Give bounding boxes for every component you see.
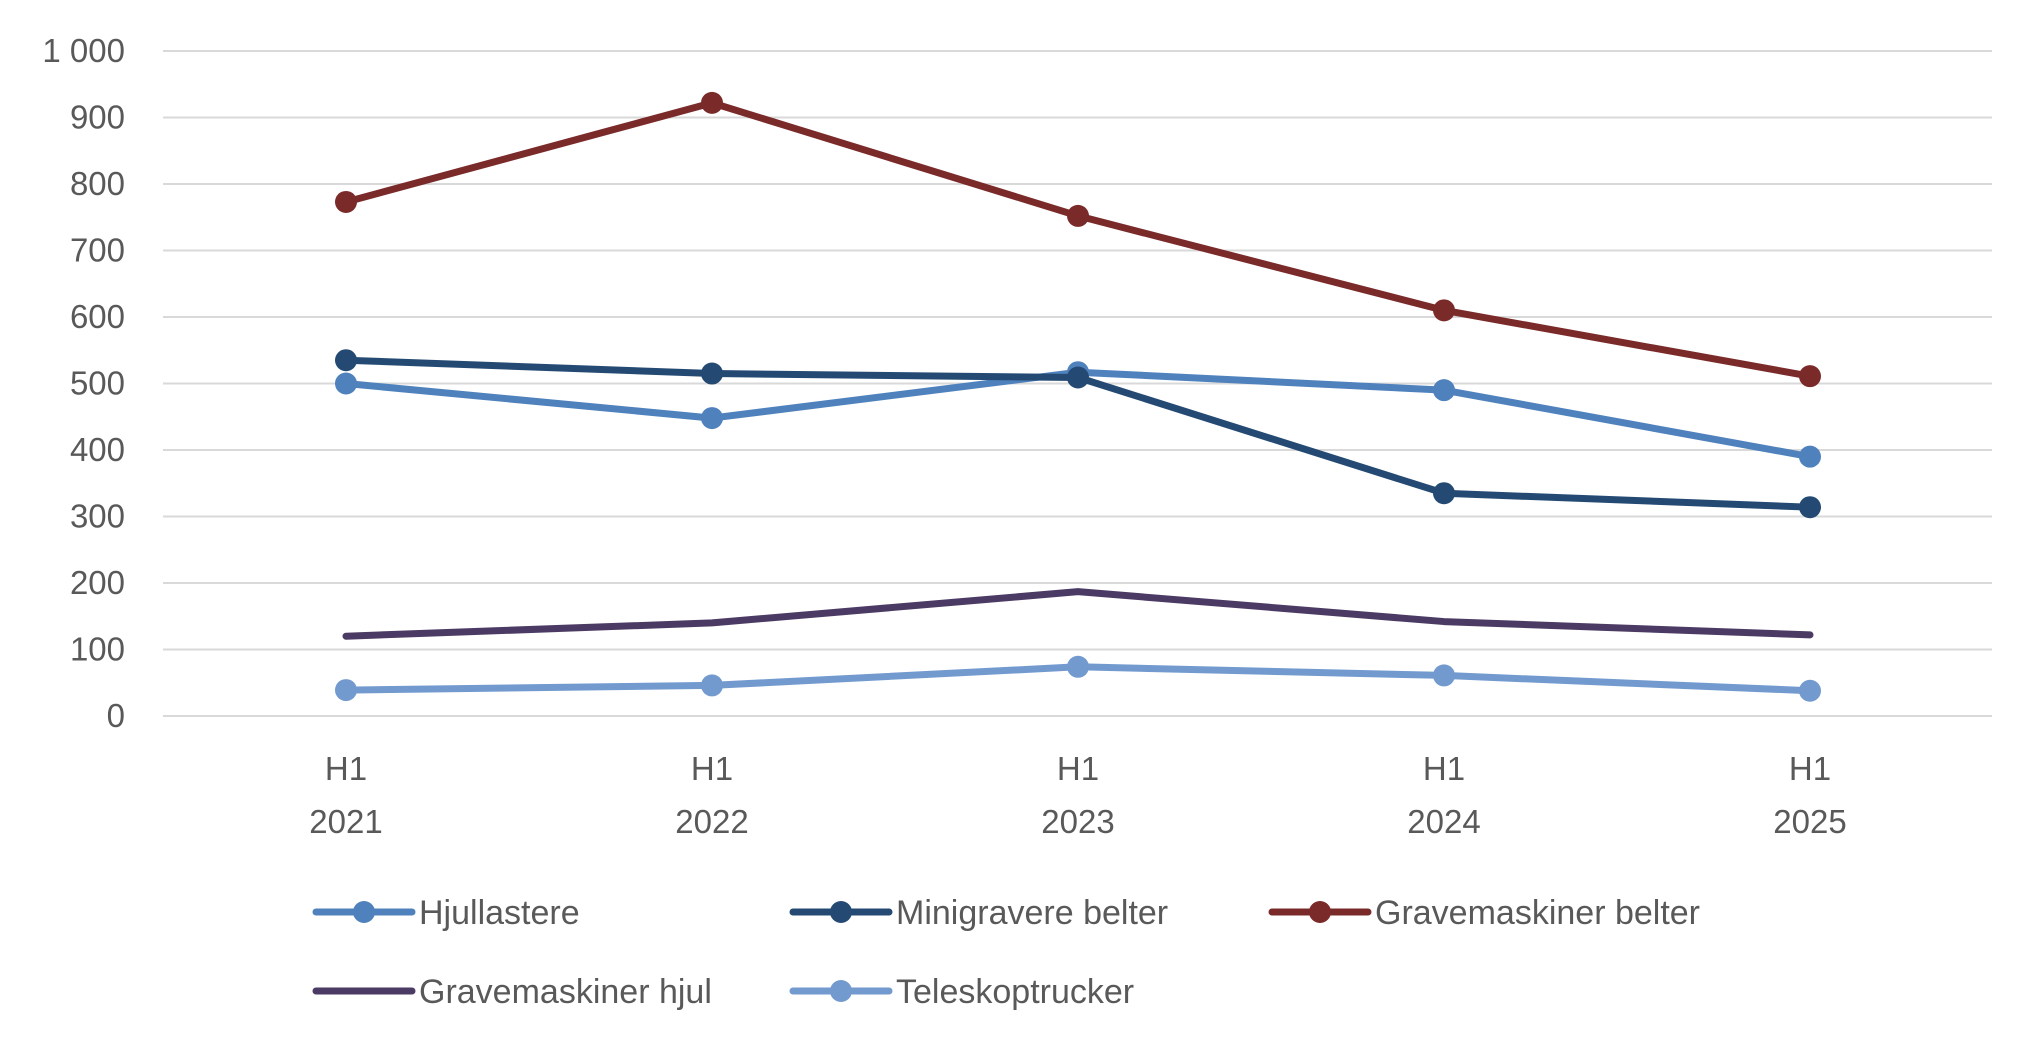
y-axis-tick-labels: 0 100 200 300 400 500 600 700 800 900 1 000 bbox=[42, 32, 125, 734]
data-point bbox=[1067, 204, 1089, 227]
x-tick-label-line1: H1 bbox=[1057, 750, 1099, 787]
data-point bbox=[1799, 365, 1821, 388]
legend-label: Gravemaskiner hjul bbox=[419, 973, 712, 1011]
data-point bbox=[701, 407, 723, 430]
x-tick-label-line2: 2022 bbox=[675, 803, 748, 840]
data-point bbox=[1799, 445, 1821, 468]
data-point bbox=[335, 679, 357, 702]
y-tick-label: 200 bbox=[70, 564, 125, 601]
data-point bbox=[701, 362, 723, 385]
data-point bbox=[335, 349, 357, 372]
x-tick-label-line1: H1 bbox=[1789, 750, 1831, 787]
x-tick-label-line2: 2021 bbox=[309, 803, 382, 840]
data-point bbox=[1433, 379, 1455, 402]
data-point bbox=[701, 674, 723, 697]
x-tick-label-line1: H1 bbox=[325, 750, 367, 787]
x-tick-label-line1: H1 bbox=[1423, 750, 1465, 787]
data-point bbox=[335, 190, 357, 213]
x-tick-label-line1: H1 bbox=[691, 750, 733, 787]
legend-item: Gravemaskiner hjul bbox=[312, 973, 712, 1011]
x-axis-tick-labels: H1 2021 H1 2022 H1 2023 H1 2024 H1 2025 bbox=[309, 750, 1846, 840]
legend-label: Teleskoptrucker bbox=[896, 973, 1134, 1011]
data-point bbox=[1067, 655, 1089, 678]
series-minigravere-belter bbox=[335, 349, 1821, 519]
data-point bbox=[1433, 482, 1455, 505]
series-teleskoptrucker bbox=[335, 655, 1821, 702]
legend-swatch-marker bbox=[830, 901, 852, 923]
y-tick-label: 1 000 bbox=[42, 32, 125, 69]
y-tick-label: 100 bbox=[70, 631, 125, 668]
data-point bbox=[1433, 299, 1455, 322]
y-tick-label: 600 bbox=[70, 298, 125, 335]
data-point bbox=[701, 91, 723, 114]
series-line bbox=[342, 588, 1814, 640]
y-tick-label: 0 bbox=[107, 697, 125, 734]
x-tick-label-line2: 2023 bbox=[1041, 803, 1114, 840]
legend-swatch-marker bbox=[830, 980, 852, 1002]
legend-item: Gravemaskiner belter bbox=[1268, 894, 1700, 932]
legend-label: Minigravere belter bbox=[896, 894, 1168, 932]
y-tick-label: 900 bbox=[70, 99, 125, 136]
series-gravemaskiner-belter bbox=[335, 91, 1821, 388]
series-line bbox=[342, 99, 1814, 380]
legend-label: Gravemaskiner belter bbox=[1375, 894, 1700, 932]
series-gravemaskiner-hjul bbox=[342, 588, 1814, 640]
legend-item: Hjullastere bbox=[312, 894, 580, 932]
data-point bbox=[1799, 679, 1821, 702]
y-tick-label: 300 bbox=[70, 498, 125, 535]
legend-item: Minigravere belter bbox=[789, 894, 1168, 932]
data-point bbox=[1433, 664, 1455, 687]
legend-swatch-marker bbox=[1309, 901, 1331, 923]
data-point bbox=[1799, 496, 1821, 519]
legend-swatch-marker bbox=[353, 901, 375, 923]
legend-label: Hjullastere bbox=[419, 894, 580, 932]
legend-item: Teleskoptrucker bbox=[789, 973, 1134, 1011]
data-point bbox=[1067, 366, 1089, 389]
y-tick-label: 500 bbox=[70, 365, 125, 402]
x-tick-label-line2: 2024 bbox=[1407, 803, 1480, 840]
legend: Hjullastere Minigravere belter Gravemaskin… bbox=[312, 894, 1700, 1011]
y-tick-label: 400 bbox=[70, 431, 125, 468]
y-tick-label: 800 bbox=[70, 165, 125, 202]
data-point bbox=[335, 372, 357, 395]
series-lines bbox=[335, 91, 1821, 702]
x-tick-label-line2: 2025 bbox=[1773, 803, 1846, 840]
y-tick-label: 700 bbox=[70, 232, 125, 269]
